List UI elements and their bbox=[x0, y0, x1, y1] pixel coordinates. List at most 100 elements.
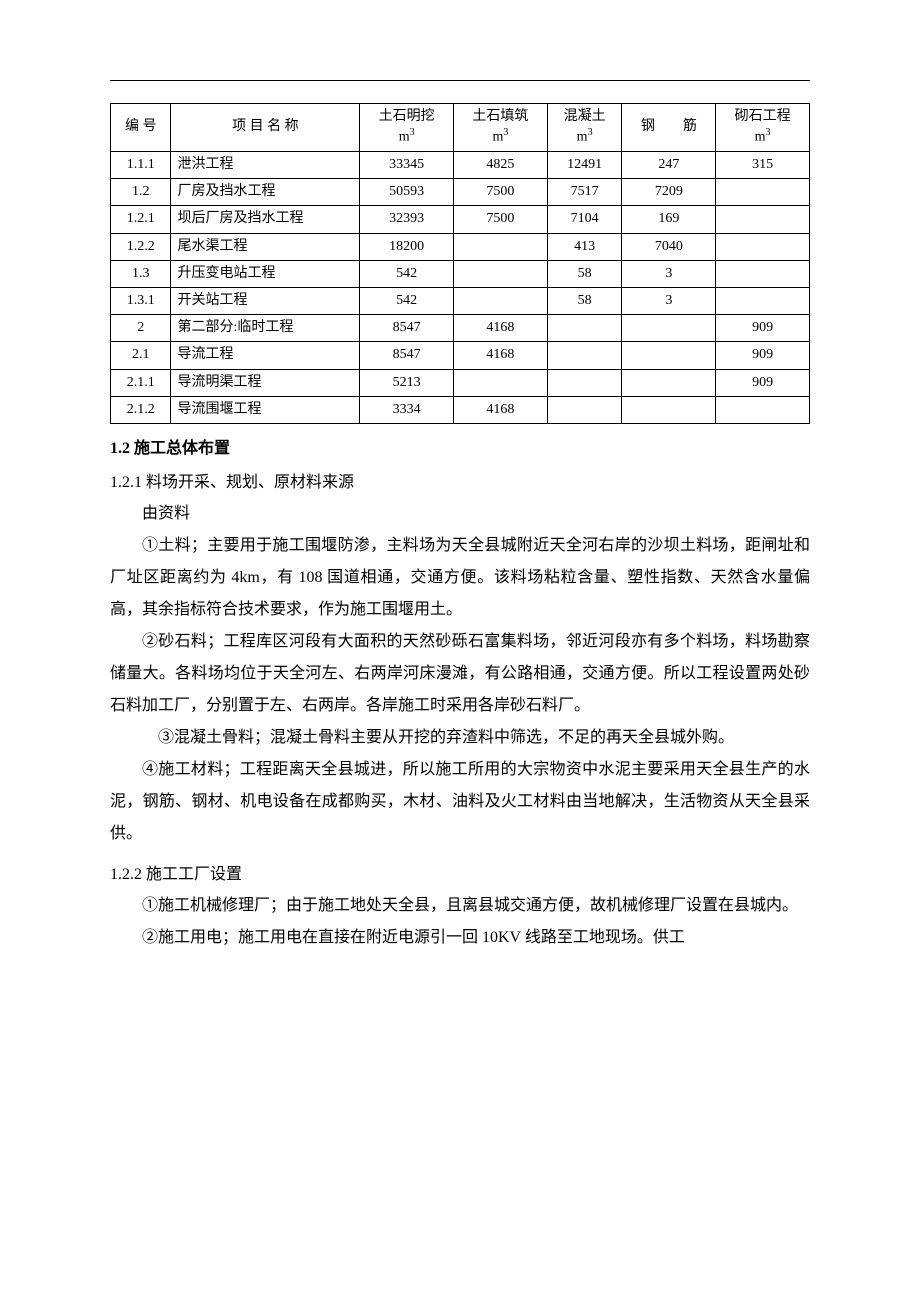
table-row: 1.2.1坝后厂房及挡水工程3239375007104169 bbox=[111, 206, 810, 233]
cell-steel: 3 bbox=[622, 260, 716, 287]
para-power: ②施工用电；施工用电在直接在附近电源引一回 10KV 线路至工地现场。供工 bbox=[110, 922, 810, 954]
cell-id: 2.1 bbox=[111, 342, 171, 369]
col-header-excavation-sup: 3 bbox=[410, 127, 415, 138]
cell-concrete bbox=[547, 369, 622, 396]
cell-excavation: 33345 bbox=[360, 152, 454, 179]
col-header-steel: 钢 筋 bbox=[622, 104, 716, 152]
section-1-2-2-title: 1.2.2 施工工厂设置 bbox=[110, 860, 810, 884]
cell-excavation: 542 bbox=[360, 260, 454, 287]
quantities-table: 编 号 项 目 名 称 土石明挖 m3 土石填筑 m3 混凝土 m3 钢 筋 砌… bbox=[110, 103, 810, 424]
col-header-excavation-unit: m bbox=[399, 130, 410, 145]
cell-fill: 4168 bbox=[454, 342, 548, 369]
table-row: 2第二部分:临时工程85474168 909 bbox=[111, 315, 810, 342]
cell-name: 厂房及挡水工程 bbox=[171, 179, 360, 206]
cell-fill: 4168 bbox=[454, 396, 548, 423]
col-header-concrete-label: 混凝土 bbox=[564, 109, 606, 124]
cell-id: 2 bbox=[111, 315, 171, 342]
cell-steel: 7040 bbox=[622, 233, 716, 260]
cell-masonry bbox=[716, 206, 810, 233]
cell-name: 导流工程 bbox=[171, 342, 360, 369]
table-row: 2.1.2导流围堰工程33344168 bbox=[111, 396, 810, 423]
col-header-fill-sup: 3 bbox=[503, 127, 508, 138]
page-container: 编 号 项 目 名 称 土石明挖 m3 土石填筑 m3 混凝土 m3 钢 筋 砌… bbox=[0, 0, 920, 1014]
table-row: 1.3升压变电站工程542 583 bbox=[111, 260, 810, 287]
cell-concrete: 12491 bbox=[547, 152, 622, 179]
col-header-fill-unit: m bbox=[492, 130, 503, 145]
cell-concrete bbox=[547, 396, 622, 423]
table-row: 2.1.1导流明渠工程5213 909 bbox=[111, 369, 810, 396]
section-1-2-title: 1.2 施工总体布置 bbox=[110, 434, 810, 458]
cell-excavation: 50593 bbox=[360, 179, 454, 206]
cell-concrete: 58 bbox=[547, 260, 622, 287]
para-sand-gravel: ②砂石料；工程库区河段有大面积的天然砂砾石富集料场，邻近河段亦有多个料场，料场勘… bbox=[110, 626, 810, 722]
cell-masonry bbox=[716, 260, 810, 287]
cell-masonry bbox=[716, 396, 810, 423]
cell-id: 1.1.1 bbox=[111, 152, 171, 179]
para-soil: ①土料；主要用于施工围堰防渗，主料场为天全县城附近天全河右岸的沙坝土料场，距闸址… bbox=[110, 530, 810, 626]
top-horizontal-rule bbox=[110, 80, 810, 81]
cell-id: 1.3 bbox=[111, 260, 171, 287]
col-header-fill-label: 土石填筑 bbox=[472, 109, 528, 124]
cell-steel: 7209 bbox=[622, 179, 716, 206]
cell-steel bbox=[622, 396, 716, 423]
cell-excavation: 32393 bbox=[360, 206, 454, 233]
cell-concrete: 7517 bbox=[547, 179, 622, 206]
table-row: 1.3.1开关站工程542583 bbox=[111, 287, 810, 314]
cell-name: 泄洪工程 bbox=[171, 152, 360, 179]
cell-steel: 169 bbox=[622, 206, 716, 233]
cell-fill: 4825 bbox=[454, 152, 548, 179]
col-header-concrete-sup: 3 bbox=[588, 127, 593, 138]
cell-excavation: 3334 bbox=[360, 396, 454, 423]
cell-masonry: 909 bbox=[716, 315, 810, 342]
cell-masonry: 909 bbox=[716, 342, 810, 369]
col-header-excavation-label: 土石明挖 bbox=[379, 109, 435, 124]
cell-concrete: 58 bbox=[547, 287, 622, 314]
table-row: 1.1.1泄洪工程33345482512491247315 bbox=[111, 152, 810, 179]
table-header: 编 号 项 目 名 称 土石明挖 m3 土石填筑 m3 混凝土 m3 钢 筋 砌… bbox=[111, 104, 810, 152]
cell-masonry bbox=[716, 233, 810, 260]
cell-masonry: 909 bbox=[716, 369, 810, 396]
cell-fill: 7500 bbox=[454, 179, 548, 206]
table-row: 1.2.2尾水渠工程182004137040 bbox=[111, 233, 810, 260]
cell-masonry bbox=[716, 287, 810, 314]
cell-name: 第二部分:临时工程 bbox=[171, 315, 360, 342]
cell-concrete: 7104 bbox=[547, 206, 622, 233]
cell-fill: 7500 bbox=[454, 206, 548, 233]
col-header-masonry-label: 砌石工程 bbox=[735, 109, 791, 124]
cell-id: 1.3.1 bbox=[111, 287, 171, 314]
cell-steel bbox=[622, 369, 716, 396]
para-materials: ④施工材料；工程距离天全县城进，所以施工所用的大宗物资中水泥主要采用天全县生产的… bbox=[110, 754, 810, 850]
cell-concrete: 413 bbox=[547, 233, 622, 260]
cell-masonry bbox=[716, 179, 810, 206]
cell-excavation: 8547 bbox=[360, 342, 454, 369]
cell-fill: 4168 bbox=[454, 315, 548, 342]
cell-name: 升压变电站工程 bbox=[171, 260, 360, 287]
cell-steel bbox=[622, 342, 716, 369]
cell-fill bbox=[454, 260, 548, 287]
col-header-concrete-unit: m bbox=[577, 130, 588, 145]
cell-excavation: 542 bbox=[360, 287, 454, 314]
para-repair-factory: ①施工机械修理厂；由于施工地处天全县，且离县城交通方便，故机械修理厂设置在县城内… bbox=[110, 890, 810, 922]
table-row: 1.2厂房及挡水工程50593750075177209 bbox=[111, 179, 810, 206]
cell-id: 1.2 bbox=[111, 179, 171, 206]
cell-steel bbox=[622, 315, 716, 342]
para-aggregate: ③混凝土骨料；混凝土骨料主要从开挖的弃渣料中筛选，不足的再天全县城外购。 bbox=[110, 722, 810, 754]
section-1-2-1-title: 1.2.1 料场开采、规划、原材料来源 bbox=[110, 468, 810, 492]
col-header-concrete: 混凝土 m3 bbox=[547, 104, 622, 152]
cell-id: 2.1.2 bbox=[111, 396, 171, 423]
cell-fill bbox=[454, 369, 548, 396]
table-row: 2.1导流工程85474168 909 bbox=[111, 342, 810, 369]
cell-concrete bbox=[547, 342, 622, 369]
cell-name: 坝后厂房及挡水工程 bbox=[171, 206, 360, 233]
cell-fill bbox=[454, 287, 548, 314]
cell-excavation: 8547 bbox=[360, 315, 454, 342]
cell-name: 导流围堰工程 bbox=[171, 396, 360, 423]
table-body: 1.1.1泄洪工程333454825124912473151.2厂房及挡水工程5… bbox=[111, 152, 810, 424]
cell-excavation: 5213 bbox=[360, 369, 454, 396]
col-header-masonry: 砌石工程 m3 bbox=[716, 104, 810, 152]
cell-id: 2.1.1 bbox=[111, 369, 171, 396]
table-header-row: 编 号 项 目 名 称 土石明挖 m3 土石填筑 m3 混凝土 m3 钢 筋 砌… bbox=[111, 104, 810, 152]
cell-name: 导流明渠工程 bbox=[171, 369, 360, 396]
col-header-masonry-unit: m bbox=[755, 130, 766, 145]
cell-name: 开关站工程 bbox=[171, 287, 360, 314]
